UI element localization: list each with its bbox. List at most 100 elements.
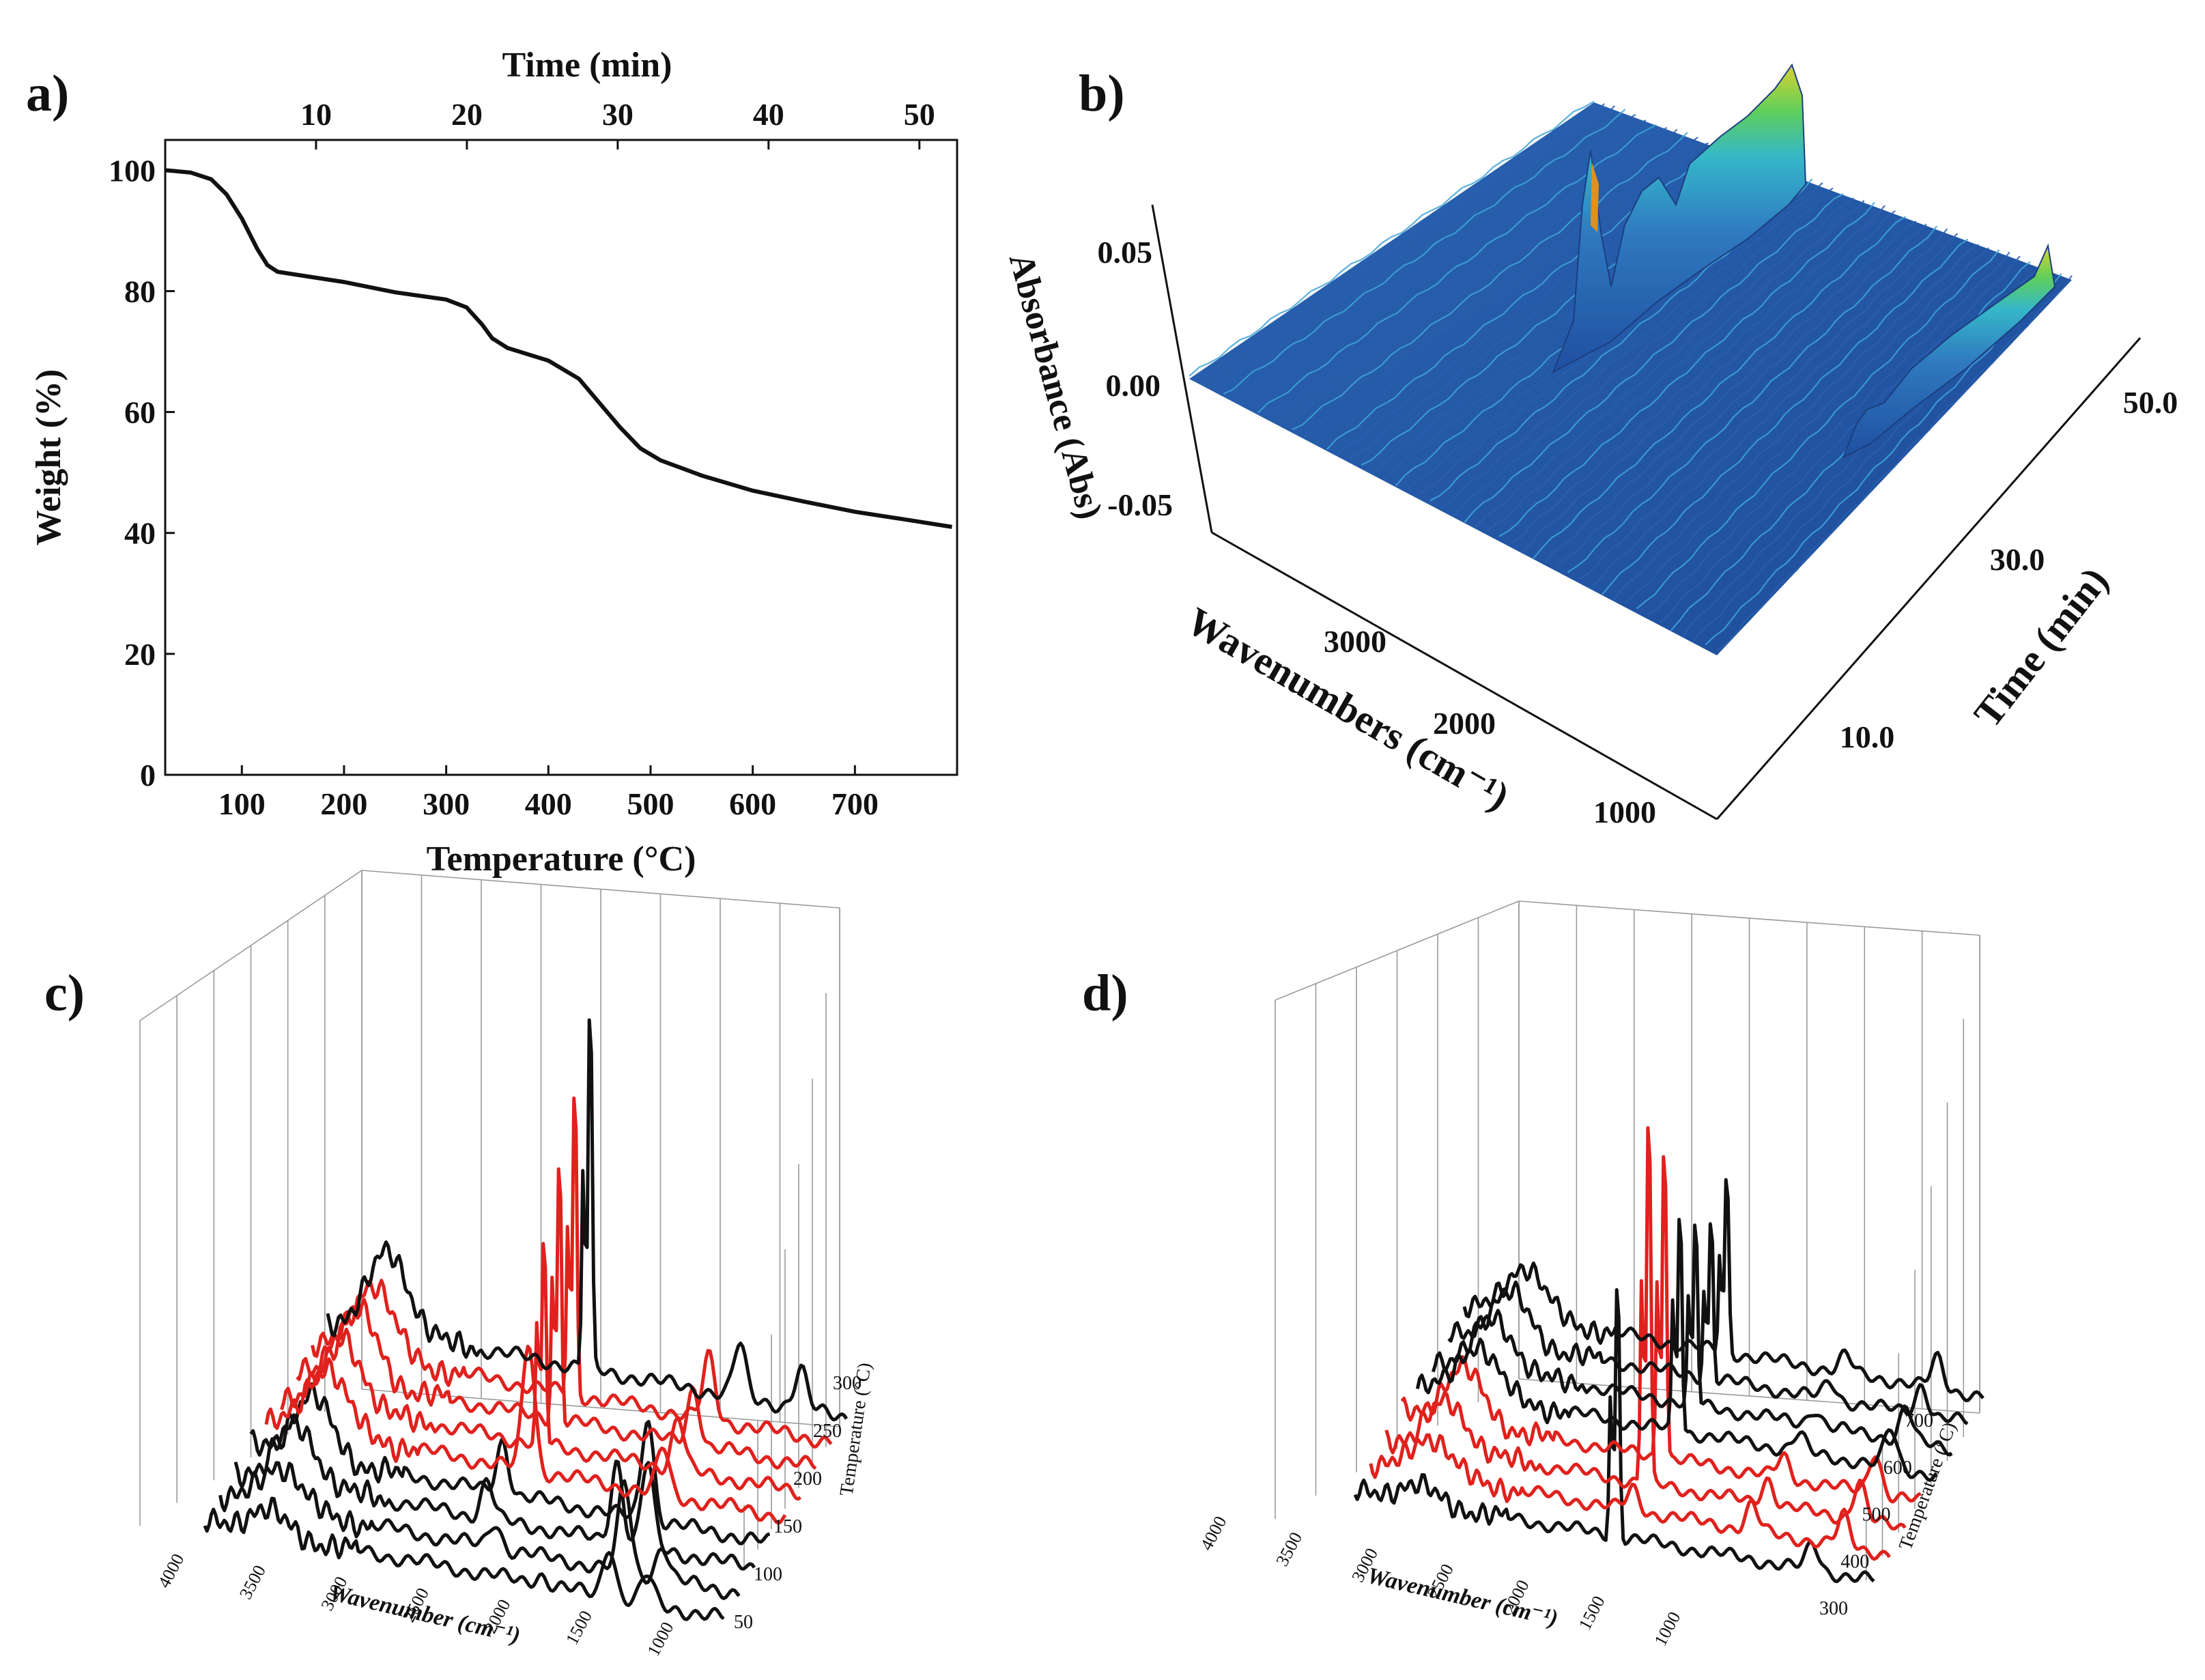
- panel-a-label: a): [26, 65, 69, 122]
- panel-b-x-tick: 1000: [1593, 795, 1656, 829]
- panel-b-low-wavenumber-ridge: [1842, 243, 2056, 459]
- panel-b-ridge-line: [1292, 132, 1688, 430]
- panel-a-top-tick-label: 20: [451, 97, 483, 132]
- panel-a-x-axis-title: Temperature (°C): [427, 840, 696, 879]
- panel-b-ridge-line: [1612, 244, 1979, 601]
- panel-a-y-axis-title: Weight (%): [29, 369, 68, 546]
- panel-b-ridge-line: [1567, 225, 1938, 573]
- panel-d-label: d): [1082, 965, 1128, 1022]
- panel-a-top-tick-label: 30: [602, 97, 634, 132]
- panel-y-tick-label: 500: [1862, 1505, 1891, 1526]
- panel-a-y-tick-label: 60: [124, 395, 156, 430]
- panel-trace-300: [1353, 1288, 1875, 1584]
- panel-b-x-tick: 2000: [1433, 706, 1496, 741]
- panel-y-tick-label: 300: [833, 1373, 862, 1394]
- panel-b-ridge-line: [1223, 109, 1626, 395]
- panel-a-x-tick-label: 100: [218, 786, 266, 821]
- panel-d-x-axis-title: Wavenumber (cm⁻¹): [1365, 1563, 1560, 1632]
- panel-b-time-tick: 30.0: [1990, 542, 2045, 577]
- panel-trace-550: [1431, 1223, 1953, 1457]
- panel-b-z-axis: [1151, 204, 1213, 533]
- panel-a-y-tick-label: 40: [124, 516, 156, 551]
- panel-a-x-tick-label: 200: [320, 786, 367, 821]
- panel-c-traces: [203, 1018, 849, 1621]
- panel-b-ridge-line: [1578, 228, 1948, 580]
- panel-b-time-axis-title: Time (min): [1965, 559, 2117, 736]
- panel-a-y-ticks: 0 20 40 60 80 100: [109, 153, 175, 793]
- panel-b-ridge-line: [1475, 197, 1855, 528]
- panel-b-ridge-line: [1636, 249, 2000, 610]
- panel-trace-175: [249, 1382, 771, 1546]
- panel-b-ridge-line: [1647, 251, 2010, 616]
- panel-a-top-tick-label: 40: [753, 97, 784, 132]
- panel-b-ridge-line: [1200, 103, 1605, 382]
- panel-b-ridge-line: [1624, 247, 1990, 605]
- panel-x-tick-label: 1500: [562, 1608, 596, 1649]
- panel-a-top-tick-label: 10: [300, 97, 332, 132]
- panel-c-label: c): [44, 965, 85, 1022]
- panel-b-ridge-line: [1533, 216, 1907, 559]
- panel-d-waterfall: d) 4000 3500 3000 2500 2000 1500 1000 300400500…: [1082, 900, 1984, 1649]
- panel-b-x-tick: 3000: [1324, 624, 1386, 659]
- panel-c-waterfall: c) 4000 3500 3000 2500 2000 1500 1000 501001502…: [44, 870, 876, 1660]
- panel-x-tick-label: 1500: [1575, 1593, 1609, 1634]
- panel-a-x-tick-label: 300: [423, 786, 470, 821]
- panel-a-x-tick-label: 600: [729, 786, 776, 821]
- panel-b-ridge-line: [1498, 201, 1875, 537]
- panel-y-tick-label: 700: [1905, 1410, 1933, 1432]
- panel-a-top-tick-label: 50: [904, 97, 935, 132]
- panel-b-time-axis: [1716, 337, 2142, 820]
- panel-a-y-tick-label: 80: [124, 274, 156, 309]
- panel-trace-500: [1415, 1218, 1938, 1482]
- panel-b-ridge-line: [1602, 238, 1969, 595]
- panel-trace-450: [1400, 1155, 1922, 1504]
- panel-b-ridge-line: [1189, 100, 1595, 377]
- panel-trace-350: [1369, 1433, 1891, 1561]
- panel-b-ridge-line: [1452, 187, 1834, 517]
- panel-b-surface-base: [1189, 102, 2072, 655]
- panel-trace-400: [1384, 1126, 1907, 1531]
- panel-b-peak-highlight: [1591, 162, 1599, 232]
- panel-b-time-tick: 50.0: [2123, 385, 2178, 420]
- panel-b-ridge-line: [1246, 119, 1647, 409]
- panel-b-ridge-line: [1659, 255, 2021, 624]
- panel-b-ridge-line: [1555, 223, 1927, 568]
- panel-b-ridge-line: [1212, 105, 1616, 387]
- panel-y-tick-label: 200: [793, 1468, 822, 1490]
- panel-a-y-tick-label: 20: [124, 637, 156, 672]
- panel-a-x-tick-label: 700: [831, 786, 879, 821]
- panel-d-grid: [1275, 900, 1980, 1580]
- panel-trace-250: [296, 1167, 817, 1470]
- panel-a-weight-curve: [165, 168, 952, 529]
- panel-b-z-axis-title: Absorbance (Abs): [1001, 249, 1110, 523]
- panel-d-y-axis-title: Temperature (°C): [1895, 1419, 1961, 1552]
- panel-b-ridge-line: [1509, 205, 1886, 545]
- panel-grid-line: [361, 870, 840, 909]
- panel-y-tick-label: 600: [1883, 1457, 1912, 1479]
- panel-grid-line: [1518, 900, 1980, 936]
- panel-y-tick-label: 300: [1819, 1598, 1848, 1619]
- panel-a-y-tick-label: 100: [109, 153, 156, 188]
- panel-x-tick-label: 3500: [236, 1562, 270, 1603]
- panel-a-x-ticks: 100 200 300 400 500 600 700: [218, 765, 879, 821]
- panel-x-tick-label: 4000: [154, 1550, 188, 1591]
- panel-b-ridge-line: [1280, 128, 1678, 423]
- panel-a-plot-frame: [164, 139, 958, 776]
- panel-b-z-tick: -0.05: [1107, 487, 1173, 522]
- panel-x-tick-label: 4000: [1196, 1513, 1230, 1554]
- panel-y-tick-label: 400: [1840, 1551, 1869, 1572]
- panel-trace-50: [203, 1496, 725, 1621]
- panel-b-time-tick: 10.0: [1840, 720, 1895, 754]
- panel-trace-275: [311, 1096, 833, 1449]
- panel-b-ridge-line: [1268, 126, 1668, 418]
- panel-y-tick-label: 150: [773, 1516, 802, 1537]
- panel-x-tick-label: 3500: [1272, 1529, 1306, 1570]
- panel-a-x-tick-label: 500: [627, 786, 674, 821]
- panel-b-ridge-line: [1234, 113, 1636, 403]
- panel-b-ridge-line: [1303, 137, 1698, 438]
- panel-trace-600: [1447, 1222, 1969, 1425]
- panel-b-3d-surface: b) 0.05 0.00 -0.05 Absorbance (Abs) 3000…: [1001, 63, 2178, 829]
- panel-trace-225: [280, 1242, 801, 1501]
- panel-grid-line: [139, 870, 362, 1021]
